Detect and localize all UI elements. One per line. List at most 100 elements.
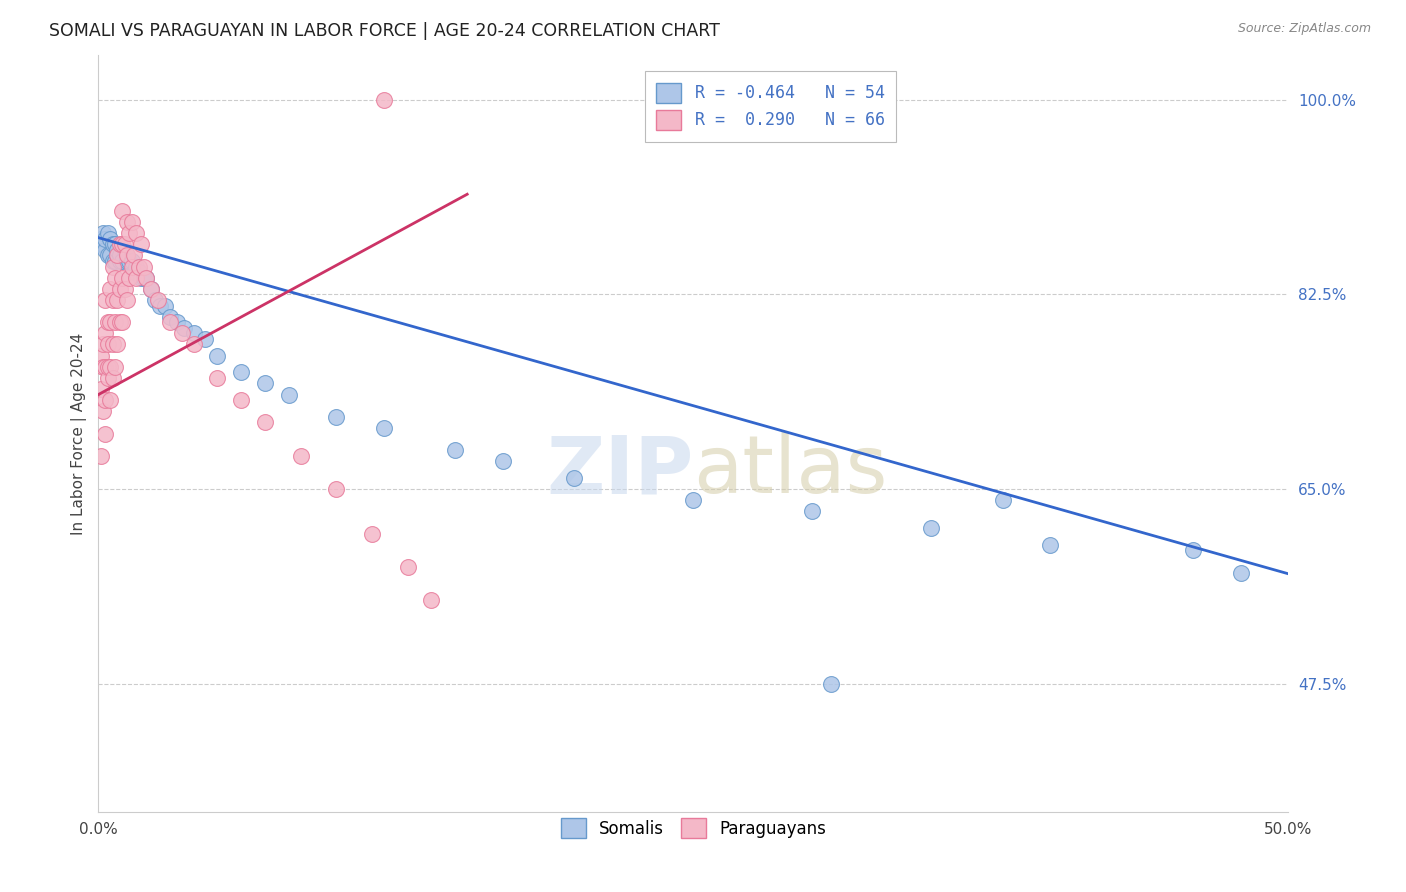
Point [444,443,467,458]
Point [94,393,117,408]
Point [108,282,131,296]
Point [97,359,120,374]
Point [492,454,515,468]
Point [325,409,347,424]
Point [91,237,114,252]
Point [373,421,395,435]
Point [129,270,152,285]
Point [207,371,229,385]
Point [118,226,141,240]
Point [132,270,155,285]
Point [253,376,276,391]
Point [104,254,127,268]
Point [114,282,136,296]
Point [98,248,121,262]
Point [173,320,195,334]
Point [94,426,117,441]
Point [90,449,112,463]
Point [91,359,114,374]
Point [111,237,134,252]
Point [101,293,124,307]
Point [562,471,585,485]
Point [145,293,167,307]
Point [153,299,176,313]
Point [361,526,384,541]
Text: ZIP: ZIP [546,433,693,510]
Point [149,299,172,313]
Point [111,203,134,218]
Point [105,243,128,257]
Point [128,260,150,274]
Point [277,387,299,401]
Point [94,243,117,257]
Point [122,265,145,279]
Point [121,254,143,268]
Point [122,248,145,262]
Point [101,260,124,274]
Point [1229,566,1251,580]
Point [91,404,114,418]
Point [118,270,141,285]
Text: SOMALI VS PARAGUAYAN IN LABOR FORCE | AGE 20-24 CORRELATION CHART: SOMALI VS PARAGUAYAN IN LABOR FORCE | AG… [49,22,720,40]
Point [91,337,114,351]
Point [101,337,124,351]
Point [97,248,120,262]
Point [105,337,128,351]
Point [108,315,131,329]
Point [115,293,138,307]
Point [111,315,134,329]
Point [820,677,842,691]
Point [678,93,700,107]
Point [115,215,138,229]
Point [115,254,138,268]
Point [325,482,347,496]
Point [105,248,128,262]
Point [139,282,162,296]
Point [115,248,138,262]
Point [128,265,150,279]
Point [101,254,124,268]
Point [90,349,112,363]
Point [114,243,136,257]
Point [91,226,114,240]
Point [229,365,252,379]
Point [111,237,134,252]
Text: atlas: atlas [693,433,887,510]
Point [129,237,152,252]
Point [135,270,157,285]
Point [1181,543,1204,558]
Point [125,260,148,274]
Point [104,315,127,329]
Point [114,237,136,252]
Point [159,315,181,329]
Text: Source: ZipAtlas.com: Source: ZipAtlas.com [1237,22,1371,36]
Point [111,254,134,268]
Point [98,359,121,374]
Point [104,359,127,374]
Point [183,337,205,351]
Point [132,260,155,274]
Point [104,237,127,252]
Point [146,293,169,307]
Point [111,270,134,285]
Point [183,326,205,341]
Point [253,416,276,430]
Point [290,449,312,463]
Point [121,215,143,229]
Point [125,270,148,285]
Point [105,248,128,262]
Point [94,359,117,374]
Point [98,282,121,296]
Point [101,237,124,252]
Point [105,293,128,307]
Point [97,315,120,329]
Point [229,393,252,408]
Point [194,332,217,346]
Point [118,254,141,268]
Point [991,493,1014,508]
Point [94,326,117,341]
Point [108,237,131,252]
Point [920,521,942,535]
Point [121,260,143,274]
Point [90,232,112,246]
